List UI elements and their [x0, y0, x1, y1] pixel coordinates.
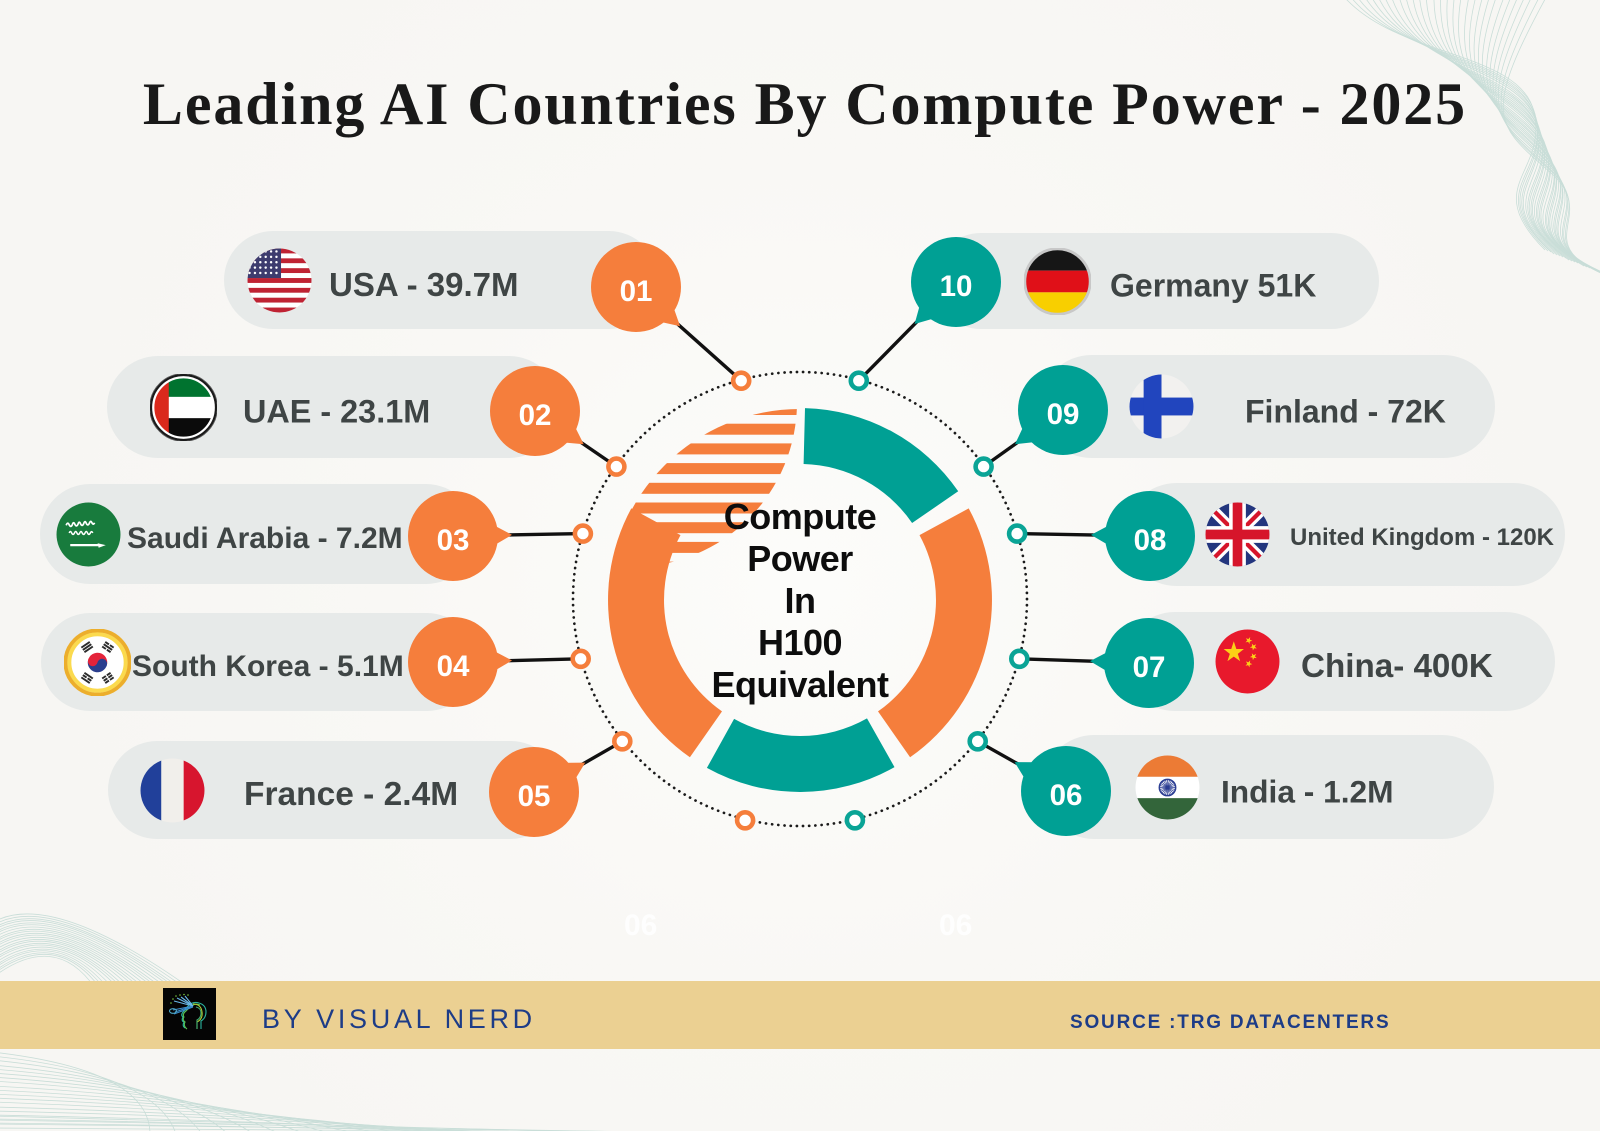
svg-text:09: 09 [1047, 398, 1080, 431]
svg-text:07: 07 [1133, 651, 1166, 684]
svg-text:10: 10 [940, 270, 973, 303]
svg-text:05: 05 [518, 780, 551, 813]
svg-text:03: 03 [437, 524, 470, 557]
svg-text:08: 08 [1134, 524, 1167, 557]
svg-text:01: 01 [620, 275, 653, 308]
svg-text:02: 02 [519, 399, 552, 432]
svg-text:04: 04 [437, 650, 470, 683]
svg-text:06: 06 [1050, 779, 1083, 812]
